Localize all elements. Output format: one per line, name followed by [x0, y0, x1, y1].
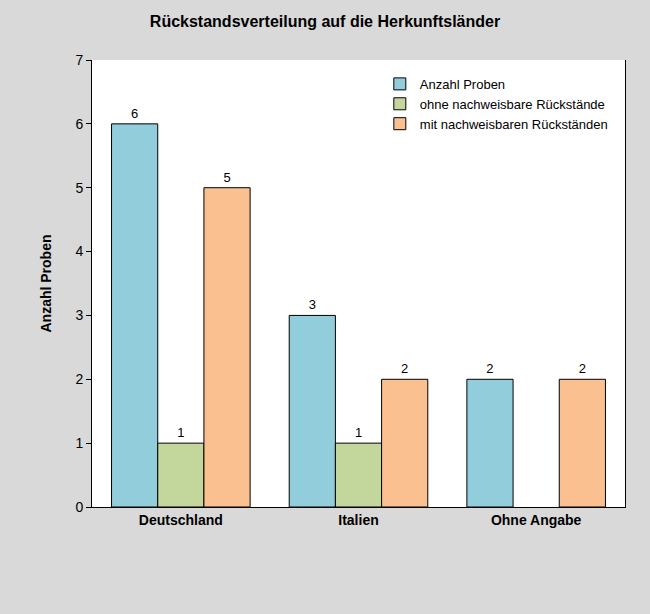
svg-text:7: 7	[75, 52, 83, 68]
svg-text:5: 5	[75, 180, 83, 196]
svg-text:1: 1	[75, 435, 83, 451]
svg-text:6: 6	[75, 116, 83, 132]
svg-text:1: 1	[355, 425, 362, 440]
svg-text:0: 0	[75, 499, 83, 515]
svg-text:Ohne Angabe: Ohne Angabe	[491, 512, 582, 528]
svg-text:Anzahl Proben: Anzahl Proben	[420, 77, 505, 92]
svg-text:3: 3	[309, 297, 316, 312]
svg-text:mit nachweisbaren Rückständen: mit nachweisbaren Rückständen	[420, 117, 608, 132]
svg-text:2: 2	[75, 371, 83, 387]
svg-text:Deutschland: Deutschland	[139, 512, 223, 528]
svg-text:ohne nachweisbare Rückstände: ohne nachweisbare Rückstände	[420, 97, 605, 112]
svg-text:3: 3	[75, 307, 83, 323]
svg-text:2: 2	[579, 361, 586, 376]
svg-text:Italien: Italien	[338, 512, 378, 528]
svg-text:1: 1	[177, 425, 184, 440]
svg-text:2: 2	[486, 361, 493, 376]
svg-text:Rückstandsverteilung auf die H: Rückstandsverteilung auf die Herkunftslä…	[150, 13, 500, 30]
svg-text:6: 6	[131, 106, 138, 121]
svg-text:2: 2	[401, 361, 408, 376]
svg-text:Anzahl Proben: Anzahl Proben	[38, 234, 54, 332]
svg-text:4: 4	[75, 243, 83, 259]
svg-text:5: 5	[223, 170, 230, 185]
